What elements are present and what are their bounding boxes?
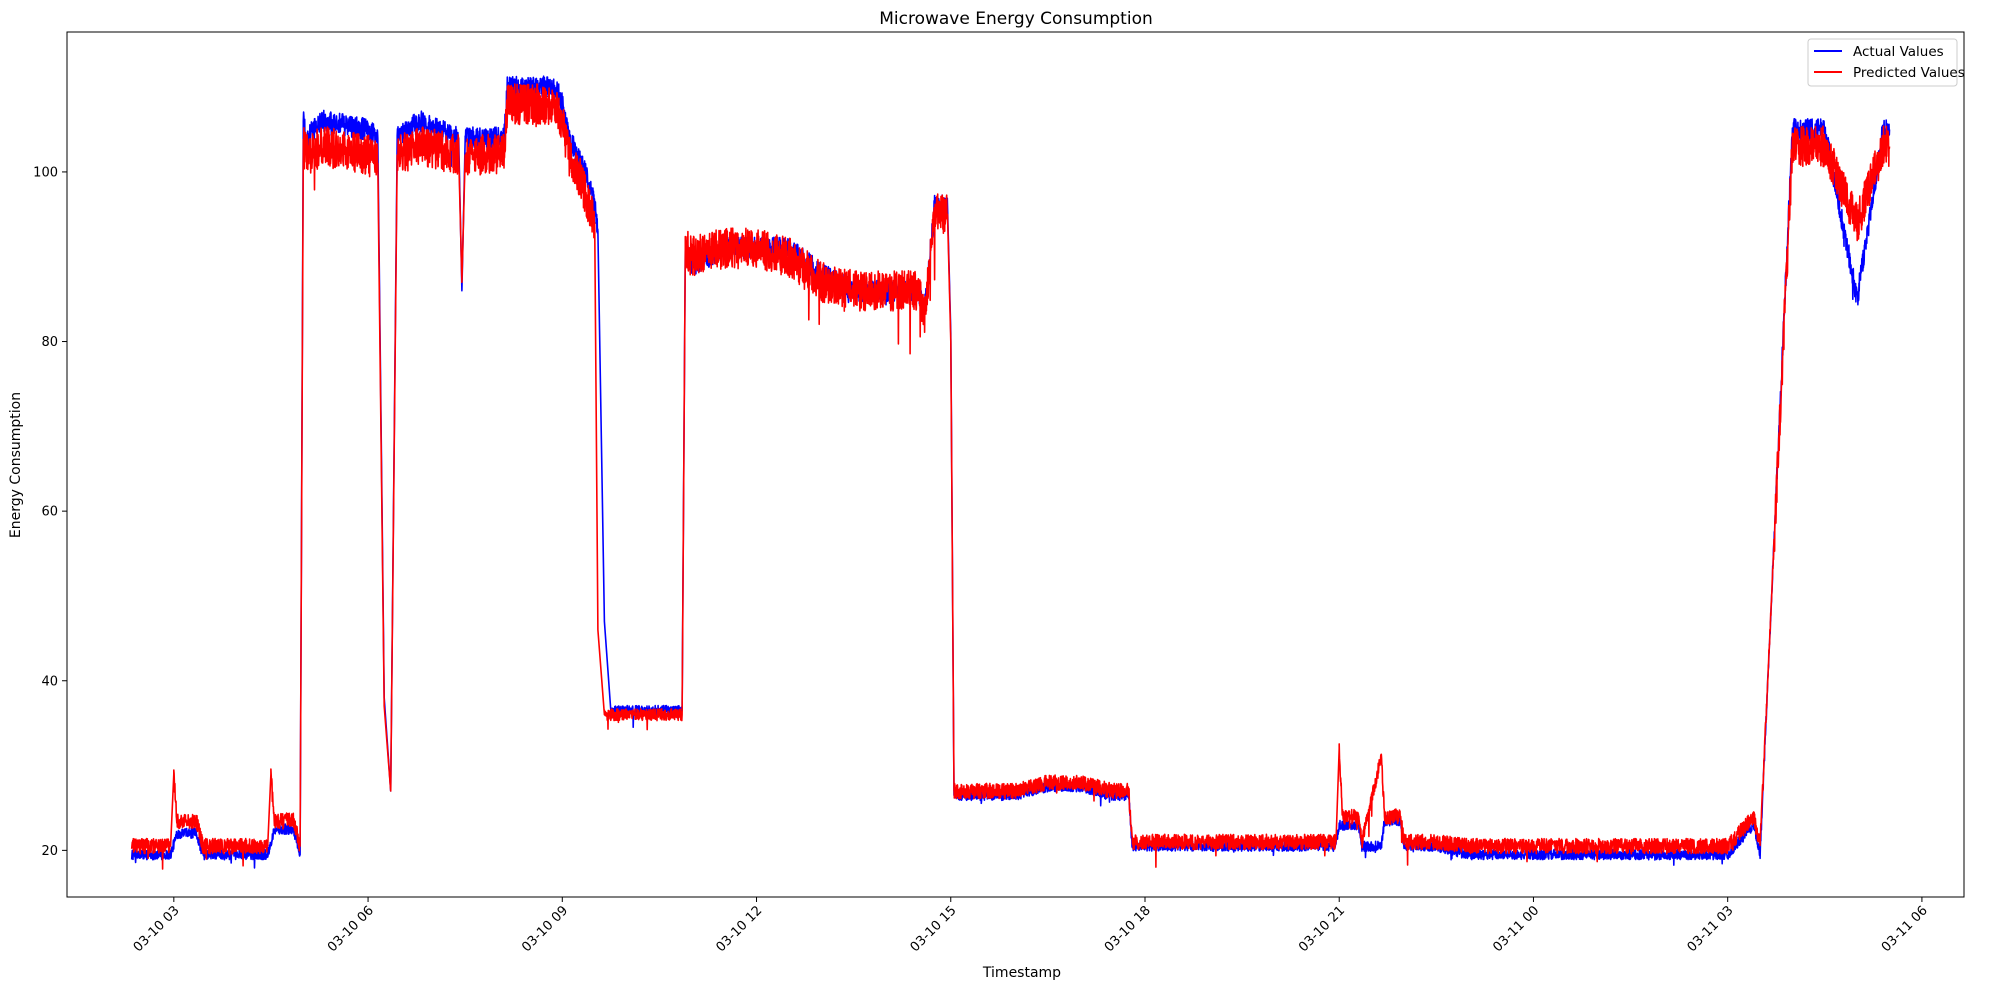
x-tick-label: 03-10 18 [1102, 903, 1154, 955]
y-tick-label: 100 [33, 165, 58, 180]
series-line-actual [130, 75, 1891, 869]
y-tick-label: 60 [41, 505, 58, 520]
series-line-predicted [130, 83, 1891, 870]
plot-area-frame [66, 31, 1965, 898]
y-tick-label: 40 [41, 674, 58, 689]
x-tick-label: 03-10 12 [713, 903, 765, 955]
chart-title: Microwave Energy Consumption [879, 9, 1153, 29]
legend-label-predicted: Predicted Values [1853, 65, 1965, 81]
x-tick-label: 03-11 03 [1685, 903, 1737, 955]
x-tick-label: 03-11 00 [1490, 903, 1542, 955]
x-tick-label: 03-11 06 [1879, 903, 1931, 955]
x-axis: 03-10 03 03-10 06 03-10 09 03-10 12 03-10 15… [131, 897, 1931, 955]
x-tick-label: 03-10 06 [325, 903, 377, 955]
x-tick-label: 03-10 09 [519, 903, 571, 955]
y-axis: 20 40 60 80 100 [33, 165, 67, 859]
x-tick-label: 03-10 03 [131, 903, 183, 955]
series-layer [130, 75, 1891, 870]
x-tick-label: 03-10 21 [1296, 903, 1348, 955]
legend-label-actual: Actual Values [1853, 44, 1944, 60]
y-tick-label: 80 [41, 335, 58, 350]
y-axis-label: Energy Consumption [8, 392, 24, 538]
legend-box [1807, 38, 1958, 87]
x-tick-label: 03-10 15 [908, 903, 960, 955]
x-axis-label: Timestamp [982, 965, 1061, 981]
y-tick-label: 20 [41, 844, 58, 859]
legend: Actual Values Predicted Values [1807, 38, 1965, 87]
